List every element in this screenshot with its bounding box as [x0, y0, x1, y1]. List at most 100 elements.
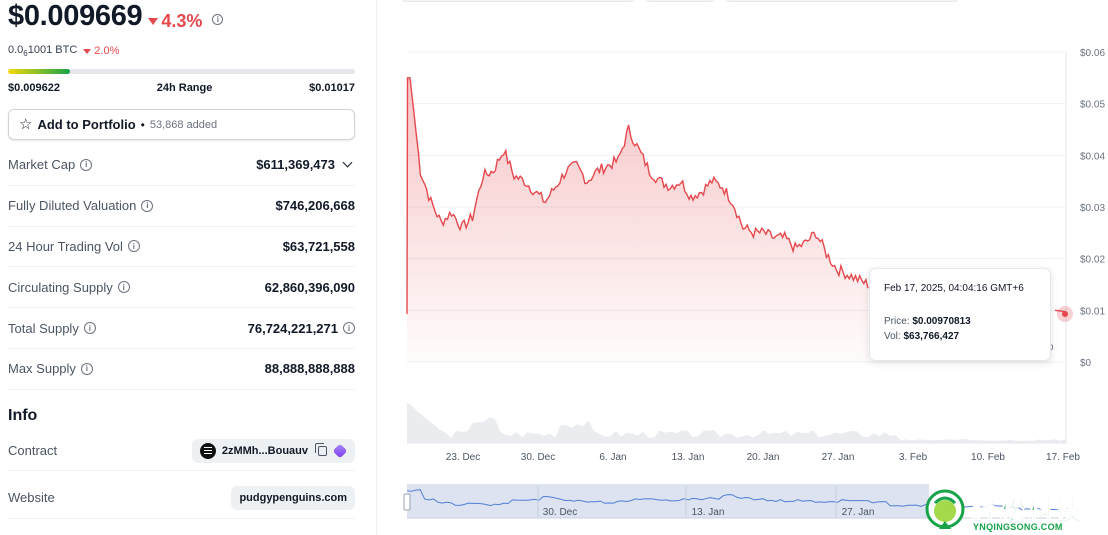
stat-label-text: Max Supply [8, 361, 76, 377]
watermark-subtext: YNQINGSONG.COM [973, 522, 1063, 532]
stat-label-market-cap: Market Cap i [8, 157, 93, 173]
stat-value-text: $611,369,473 [256, 157, 335, 173]
tooltip-volume: Vol: $63,766,427 [884, 331, 960, 342]
website-label: Website [8, 490, 55, 505]
website-link[interactable]: pudgypenguins.com [231, 485, 355, 510]
add-to-portfolio-button[interactable]: ☆ Add to Portfolio • 53,868 added [8, 109, 355, 140]
info-icon[interactable]: i [117, 281, 130, 294]
current-price: $0.009669 [8, 0, 143, 32]
down-triangle-icon [83, 48, 92, 54]
navigator-tick-label: 13. Jan [692, 507, 725, 518]
y-tick-label: $0 [1080, 358, 1092, 369]
stat-label-circulating-supply: Circulating Supply i [8, 280, 130, 295]
stat-label-text: Market Cap [8, 157, 76, 173]
star-icon: ☆ [19, 116, 33, 133]
y-tick-label: $0.02 [1080, 255, 1105, 266]
contract-pill[interactable]: 2zMMh...Bouauv [191, 438, 355, 463]
y-tick-label: $0.01 [1080, 306, 1105, 317]
contract-row: Contract 2zMMh...Bouauv [8, 431, 355, 471]
y-tick-label: $0.05 [1080, 100, 1105, 111]
stat-value-circulating-supply: 62,860,396,090 [265, 280, 355, 295]
x-tick-label: 3. Feb [899, 452, 928, 463]
24h-range-bar [8, 69, 355, 74]
x-tick-label: 13. Jan [672, 452, 705, 463]
price-change: 4.3% [148, 11, 202, 32]
range-low: $0.009622 [8, 82, 60, 94]
website-row: Website pudgypenguins.com [8, 477, 355, 519]
stat-value-market-cap: $611,369,473 [256, 157, 355, 172]
stat-value-text: 88,888,888,888 [264, 361, 355, 377]
tooltip-price: Price: $0.00970813 [884, 316, 971, 327]
info-icon[interactable]: i [83, 322, 96, 335]
price-header: $0.009669 4.3% i [8, 0, 224, 34]
chart-hint-text: o [1048, 342, 1054, 353]
stat-row-max-supply: Max Supply i 88,888,888,888 [8, 349, 355, 390]
btc-price: 0.061001 BTC 2.0% [8, 44, 119, 58]
portfolio-added-count: 53,868 added [149, 118, 218, 131]
chart-tooltip: Feb 17, 2025, 04:04:16 GMT+6 Price: $0.0… [869, 268, 1051, 361]
contract-label: Contract [8, 443, 58, 458]
info-icon[interactable]: i [80, 158, 93, 171]
chevron-down-icon[interactable] [342, 157, 353, 168]
solana-icon [199, 442, 216, 459]
stat-row-total-supply: Total Supply i 76,724,221,271 i [8, 308, 355, 349]
stat-label-text: Total Supply [8, 320, 79, 336]
price-area [407, 77, 868, 363]
x-tick-label: 17. Feb [1046, 452, 1080, 463]
wallet-icon[interactable] [332, 443, 348, 458]
navigator-handle-left[interactable] [403, 493, 411, 511]
stat-label-text: Circulating Supply [8, 279, 113, 295]
navigator-tick-label: 27. Jan [842, 507, 875, 518]
navigator-tick-label: 30. Dec [543, 507, 577, 518]
watermark: 轻松科技 YNQINGSONG.COM [925, 489, 1108, 535]
down-triangle-icon [148, 18, 159, 25]
stat-value-text: $746,206,668 [275, 198, 355, 214]
watermark-text: 轻松科技 [971, 496, 1083, 528]
stat-value-max-supply: 88,888,888,888 [265, 361, 355, 376]
24h-range-fill [8, 69, 71, 74]
navigator-selection[interactable] [407, 484, 929, 518]
info-icon[interactable]: i [343, 322, 355, 335]
price-line [406, 77, 869, 314]
chart-tab-stub-3[interactable] [726, 0, 958, 2]
hover-point-marker [1057, 306, 1073, 322]
y-tick-label: $0.04 [1080, 151, 1105, 162]
btc-value: 0.061001 BTC [8, 44, 78, 59]
stat-value-text: $63,721,558 [282, 238, 355, 254]
tooltip-date: Feb 17, 2025, 04:04:16 GMT+6 [884, 283, 1024, 294]
price-change-value: 4.3% [161, 11, 203, 31]
info-icon[interactable]: i [212, 14, 224, 25]
stat-value-text: 76,724,221,271 [247, 320, 338, 336]
x-tick-label: 23. Dec [446, 452, 480, 463]
info-icon[interactable]: i [141, 199, 154, 212]
price-chart[interactable]: $0.06 $0.05 $0.04 $0.03 $0.02 $0.01 $0 23. Dec… [400, 30, 1108, 535]
stat-label-24h-trading-vol: 24 Hour Trading Vol i [8, 239, 140, 254]
x-tick-label: 10. Feb [971, 452, 1005, 463]
stat-label-text: Fully Diluted Valuation [8, 198, 137, 214]
info-heading: Info [8, 407, 38, 424]
stat-row-market-cap: Market Cap i $611,369,473 [8, 145, 355, 186]
x-tick-label: 27. Jan [822, 452, 855, 463]
stat-value-fully-diluted-valuation: $746,206,668 [275, 198, 355, 213]
watermark-logo [925, 489, 965, 529]
stat-row-circulating-supply: Circulating Supply i 62,860,396,090 [8, 267, 355, 309]
stats-list: Market Cap i $611,369,473 Fully Diluted Val… [8, 145, 355, 390]
stat-value-total-supply: 76,724,221,271 i [248, 321, 355, 336]
stat-row-fully-diluted-valuation: Fully Diluted Valuation i $746,206,668 [8, 186, 355, 227]
copy-icon[interactable] [315, 442, 327, 456]
chart-tab-stub-1[interactable] [402, 0, 634, 2]
range-high: $0.01017 [309, 82, 355, 94]
stat-row-24h-trading-vol: 24 Hour Trading Vol i $63,721,558 [8, 227, 355, 268]
panel-divider [376, 0, 377, 535]
info-icon[interactable]: i [80, 362, 93, 375]
y-tick-label: $0.06 [1080, 48, 1105, 59]
chart-tab-stub-2[interactable] [646, 0, 714, 2]
stat-label-fully-diluted-valuation: Fully Diluted Valuation i [8, 198, 154, 214]
separator-dot: • [140, 117, 145, 132]
info-icon[interactable]: i [127, 240, 140, 253]
coin-overview-panel: $0.009669 4.3% i 0.061001 BTC 2.0% $0.00… [0, 0, 362, 535]
24h-range-labels: $0.009622 24h Range $0.01017 [8, 82, 355, 94]
stat-label-max-supply: Max Supply i [8, 361, 93, 376]
stat-value-text: 62,860,396,090 [264, 279, 355, 295]
stat-label-total-supply: Total Supply i [8, 321, 96, 336]
